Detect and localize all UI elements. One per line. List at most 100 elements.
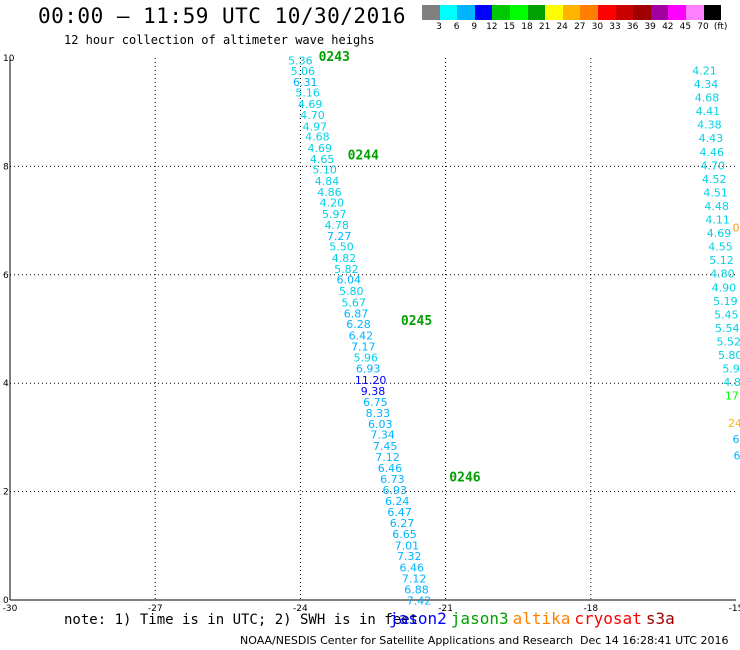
legend-swatch xyxy=(580,5,598,20)
satellite-s3a: s3a xyxy=(645,609,675,628)
data-point-label: 6.93 xyxy=(356,363,381,376)
legend-swatch xyxy=(492,5,510,20)
data-point-label: 4.97 xyxy=(303,120,328,133)
data-point-label: 7.32 xyxy=(397,550,422,563)
legend-swatch xyxy=(650,5,669,20)
legend-tick-label: 6 xyxy=(453,22,460,32)
data-point-label: 4.34 xyxy=(694,78,719,91)
legend-tick-label: 36 xyxy=(626,22,639,32)
data-point-label: 4.80 xyxy=(710,268,735,281)
data-point-label: 4.70 xyxy=(701,159,726,172)
satellite-altika: altika xyxy=(512,609,571,628)
data-point-label: 4.78 xyxy=(324,219,349,232)
data-point-label: 4.84 xyxy=(315,175,340,188)
data-point-label: 7.12 xyxy=(402,572,427,585)
data-point-label: 5.82 xyxy=(334,263,359,276)
data-point-label: 0 xyxy=(733,222,740,235)
data-point-label: 5.52 xyxy=(716,335,740,348)
data-point-label: 4.65 xyxy=(310,153,335,166)
data-point-label: 5.54 xyxy=(715,322,740,335)
data-point-label: 5.19 xyxy=(713,295,738,308)
data-point-label: 9.38 xyxy=(361,385,386,398)
legend-swatch xyxy=(545,5,563,20)
data-point-label: 6.28 xyxy=(346,318,371,331)
data-point-label: 5.06 xyxy=(291,65,316,78)
legend-tick-label: 30 xyxy=(591,22,604,32)
legend-swatch xyxy=(510,5,528,20)
data-point-label: 6 xyxy=(733,433,740,446)
data-point-label: 6.87 xyxy=(344,307,369,320)
legend-tick-label: 3 xyxy=(436,22,442,32)
data-point-label: 24 xyxy=(728,417,740,430)
x-tick-label: -24 xyxy=(293,604,308,614)
x-tick-label: -30 xyxy=(3,604,18,614)
data-point-label: 4.8 xyxy=(723,376,740,389)
data-point-label: 6.73 xyxy=(380,473,405,486)
data-point-label: 5.67 xyxy=(341,296,366,309)
footer-timestamp: Dec 14 16:28:41 UTC 2016 xyxy=(580,634,729,647)
data-point-label: 4.21 xyxy=(692,64,717,77)
data-point-label: 7.34 xyxy=(370,429,395,442)
data-point-label: 11.20 xyxy=(355,374,387,387)
legend-tick-label: 18 xyxy=(521,22,533,32)
data-point-label: 6 xyxy=(733,449,740,462)
y-tick-label: 6 xyxy=(3,271,9,281)
legend-swatch xyxy=(633,5,651,20)
legend-tick-label: 21 xyxy=(538,22,551,32)
data-point-label: 4.51 xyxy=(703,186,728,199)
data-point-label: 4.82 xyxy=(332,252,357,265)
legend-tick-label: 70 xyxy=(697,22,709,32)
data-point-label: 5.45 xyxy=(714,308,739,321)
data-point-label: 4.68 xyxy=(695,92,720,105)
data-point-label: 7.27 xyxy=(327,230,352,243)
legend-swatch xyxy=(703,5,722,20)
legend-tick-label: 42 xyxy=(662,22,674,32)
data-point-label: 5.80 xyxy=(339,285,364,298)
data-point-label: 7.45 xyxy=(373,440,398,453)
data-point-label: 6.24 xyxy=(385,495,410,508)
data-point-label: 4.69 xyxy=(298,98,323,111)
y-tick-label: 10 xyxy=(3,54,15,64)
legend-tick-label: 33 xyxy=(609,22,621,32)
data-point-label: 6.46 xyxy=(378,462,403,475)
satellite-jason2: jason2 xyxy=(389,609,447,628)
data-point-label: 17. xyxy=(725,390,740,403)
data-point-label: 5.80 xyxy=(718,349,740,362)
data-point-label: 4.68 xyxy=(305,131,330,144)
data-point-label: 4.69 xyxy=(707,227,732,240)
legend-swatch xyxy=(686,5,704,20)
data-point-label: 4.86 xyxy=(317,186,342,199)
data-point-label: 4.55 xyxy=(708,241,733,254)
data-point-label: 6.47 xyxy=(387,506,412,519)
data-point-label: 7.42 xyxy=(407,595,432,608)
data-point-label: 6.27 xyxy=(390,517,415,530)
legend-tick-label: 45 xyxy=(679,22,692,32)
legend-tick-label: 27 xyxy=(574,22,586,32)
data-point-label: 5.96 xyxy=(353,352,378,365)
data-point-label: 6.31 xyxy=(293,76,318,89)
page-subtitle: 12 hour collection of altimeter wave hei… xyxy=(64,33,375,47)
y-tick-label: 0 xyxy=(3,596,9,606)
legend-tick-label: 9 xyxy=(471,22,478,32)
y-tick-label: 8 xyxy=(3,162,9,172)
data-point-label: 4.43 xyxy=(699,132,724,145)
legend-swatch xyxy=(598,5,616,20)
data-point-label: 5.97 xyxy=(322,208,347,221)
time-marker-label: 0246 xyxy=(449,471,480,486)
satellite-legend: jason2 jason3 altika cryosat s3a xyxy=(389,609,679,628)
x-tick-label: -21 xyxy=(438,604,453,614)
legend-tick-label: (ft) xyxy=(713,22,728,32)
legend-swatch xyxy=(422,5,440,20)
page-title: 00:00 – 11:59 UTC 10/30/2016 xyxy=(38,4,407,28)
time-marker-label: 0244 xyxy=(348,149,379,164)
legend-swatch xyxy=(615,5,634,20)
satellite-cryosat: cryosat xyxy=(574,609,642,628)
data-point-label: 6.42 xyxy=(349,330,374,343)
time-marker-label: 0245 xyxy=(401,314,432,329)
data-point-label: 5.12 xyxy=(709,254,734,267)
data-point-label: 7.17 xyxy=(351,340,376,353)
legend-swatch xyxy=(457,5,475,20)
data-point-label: 5.9 xyxy=(722,363,740,376)
data-point-label: 6.75 xyxy=(363,396,388,409)
